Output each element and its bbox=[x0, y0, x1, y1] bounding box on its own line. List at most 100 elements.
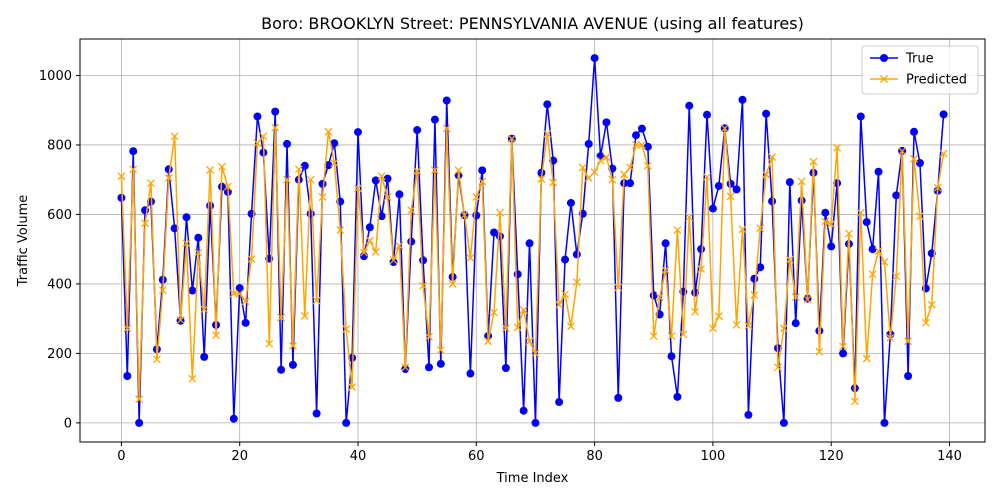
data-point-predicted bbox=[880, 258, 889, 266]
data-point-predicted bbox=[283, 175, 291, 184]
data-point-predicted bbox=[141, 219, 150, 228]
data-point-predicted bbox=[910, 154, 918, 163]
data-point-true bbox=[424, 363, 433, 372]
data-point-true bbox=[785, 178, 794, 187]
data-point-true bbox=[839, 349, 848, 358]
data-point-predicted bbox=[383, 193, 392, 202]
data-point-predicted bbox=[720, 124, 729, 133]
data-point-predicted bbox=[726, 192, 735, 201]
data-point-predicted bbox=[750, 291, 759, 300]
data-point-predicted bbox=[543, 129, 552, 138]
data-point-true bbox=[738, 95, 747, 104]
data-point-true bbox=[667, 352, 676, 361]
data-point-true bbox=[395, 190, 404, 199]
data-point-true bbox=[561, 255, 570, 264]
data-point-predicted bbox=[608, 175, 617, 184]
data-point-predicted bbox=[519, 306, 528, 314]
data-point-true bbox=[312, 409, 321, 418]
data-point-true bbox=[910, 127, 919, 136]
data-point-predicted bbox=[779, 324, 788, 333]
data-point-predicted bbox=[123, 324, 132, 333]
data-point-true bbox=[708, 204, 717, 213]
data-point-predicted bbox=[478, 177, 487, 186]
chart-title: Boro: BROOKLYN Street: PENNSYLVANIA AVEN… bbox=[261, 14, 804, 33]
data-point-true bbox=[880, 418, 889, 427]
data-point-true bbox=[188, 286, 197, 295]
data-point-predicted bbox=[815, 347, 824, 356]
y-tick-label: 600 bbox=[47, 208, 72, 223]
x-axis-label: Time Index bbox=[496, 471, 569, 486]
data-point-predicted bbox=[395, 241, 404, 250]
data-point-predicted bbox=[377, 172, 386, 181]
data-point-true bbox=[750, 274, 759, 283]
data-point-predicted bbox=[868, 270, 877, 279]
data-point-predicted bbox=[768, 153, 777, 162]
data-point-predicted bbox=[466, 253, 475, 262]
data-point-true bbox=[531, 418, 540, 427]
data-point-true bbox=[939, 110, 948, 119]
data-point-predicted bbox=[691, 307, 700, 316]
data-point-true bbox=[436, 359, 445, 368]
data-point-true bbox=[442, 96, 451, 105]
data-point-true bbox=[229, 414, 238, 423]
data-point-true bbox=[430, 115, 439, 124]
data-point-predicted bbox=[253, 139, 262, 148]
data-point-predicted bbox=[915, 212, 924, 221]
data-point-predicted bbox=[330, 159, 339, 167]
data-point-true bbox=[756, 263, 765, 272]
data-point-predicted bbox=[643, 161, 652, 170]
data-point-true bbox=[478, 166, 487, 175]
data-point-true bbox=[200, 352, 209, 361]
y-tick-label: 200 bbox=[47, 347, 72, 362]
data-point-true bbox=[300, 161, 309, 170]
data-point-true bbox=[590, 54, 599, 63]
data-point-true bbox=[377, 212, 386, 221]
data-point-predicted bbox=[614, 283, 623, 292]
data-point-true bbox=[702, 110, 711, 119]
data-point-predicted bbox=[436, 345, 445, 354]
data-point-true bbox=[904, 371, 913, 380]
data-point-predicted bbox=[620, 170, 629, 179]
data-point-true bbox=[117, 193, 126, 202]
legend-label-true: True bbox=[905, 52, 934, 67]
data-point-predicted bbox=[549, 178, 558, 187]
data-point-predicted bbox=[454, 166, 463, 175]
data-point-true bbox=[235, 284, 244, 293]
data-point-predicted bbox=[472, 193, 481, 202]
data-point-true bbox=[164, 165, 173, 174]
data-point-true bbox=[537, 168, 546, 177]
data-point-true bbox=[413, 126, 422, 135]
data-point-predicted bbox=[194, 248, 203, 257]
data-point-predicted bbox=[401, 363, 410, 372]
data-point-predicted bbox=[117, 172, 126, 181]
data-point-predicted bbox=[135, 395, 144, 404]
data-point-predicted bbox=[354, 184, 362, 193]
data-point-predicted bbox=[762, 170, 771, 179]
data-point-predicted bbox=[336, 226, 345, 235]
data-point-predicted bbox=[797, 177, 806, 186]
y-tick-label: 1000 bbox=[39, 69, 72, 84]
data-point-predicted bbox=[827, 220, 836, 229]
data-point-true bbox=[354, 128, 363, 137]
data-point-predicted bbox=[708, 324, 717, 333]
data-point-true bbox=[626, 179, 635, 188]
data-point-predicted bbox=[501, 324, 510, 333]
data-point-true bbox=[277, 365, 286, 374]
data-point-predicted bbox=[300, 311, 309, 320]
data-point-predicted bbox=[129, 165, 138, 174]
data-point-true bbox=[915, 159, 924, 168]
data-point-true bbox=[543, 100, 552, 109]
data-point-predicted bbox=[791, 293, 800, 302]
x-tick-label: 120 bbox=[819, 449, 844, 464]
data-point-predicted bbox=[561, 290, 569, 299]
data-point-true bbox=[697, 245, 706, 254]
legend-marker-true bbox=[880, 54, 888, 62]
data-point-predicted bbox=[572, 278, 581, 287]
data-point-true bbox=[714, 181, 723, 190]
data-point-predicted bbox=[584, 174, 593, 182]
data-point-predicted bbox=[348, 383, 357, 392]
data-point-true bbox=[324, 161, 333, 170]
data-point-true bbox=[643, 142, 652, 151]
data-point-predicted bbox=[342, 325, 351, 334]
data-point-predicted bbox=[904, 337, 913, 346]
